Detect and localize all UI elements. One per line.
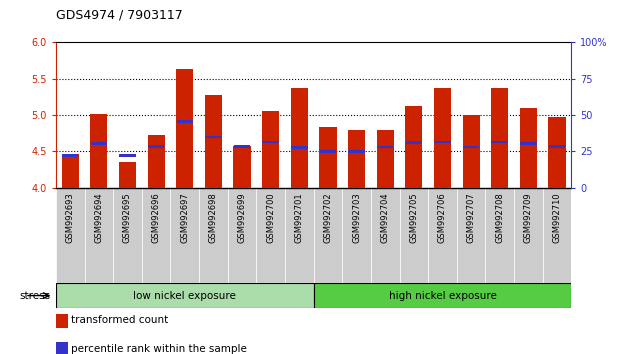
Bar — [434, 141, 451, 143]
Text: GSM992709: GSM992709 — [524, 193, 533, 243]
Bar — [371, 188, 399, 283]
Bar — [62, 154, 78, 157]
Text: GSM992697: GSM992697 — [180, 193, 189, 243]
Bar — [314, 283, 571, 308]
Text: GSM992706: GSM992706 — [438, 193, 447, 243]
Text: percentile rank within the sample: percentile rank within the sample — [71, 344, 247, 354]
Text: GSM992696: GSM992696 — [152, 193, 161, 243]
Bar — [91, 142, 107, 145]
Text: GSM992699: GSM992699 — [237, 193, 247, 243]
Bar — [399, 188, 428, 283]
Bar — [342, 188, 371, 283]
Bar — [491, 88, 509, 188]
Text: GSM992693: GSM992693 — [66, 193, 75, 243]
Bar — [176, 120, 193, 123]
Text: GSM992704: GSM992704 — [381, 193, 390, 243]
Bar — [319, 127, 337, 188]
Text: GSM992701: GSM992701 — [295, 193, 304, 243]
Bar — [228, 188, 256, 283]
Text: GSM992694: GSM992694 — [94, 193, 103, 243]
Text: GSM992695: GSM992695 — [123, 193, 132, 243]
Bar — [148, 135, 165, 188]
Text: high nickel exposure: high nickel exposure — [389, 291, 496, 301]
Text: GSM992707: GSM992707 — [466, 193, 476, 243]
Bar — [549, 145, 565, 148]
Bar — [314, 188, 342, 283]
Text: GSM992702: GSM992702 — [324, 193, 332, 243]
Bar — [263, 141, 279, 143]
Text: GDS4974 / 7903117: GDS4974 / 7903117 — [56, 8, 183, 21]
Bar — [113, 188, 142, 283]
Text: GSM992700: GSM992700 — [266, 193, 275, 243]
Text: stress: stress — [20, 291, 51, 301]
Bar — [142, 188, 170, 283]
Text: GSM992698: GSM992698 — [209, 193, 218, 243]
Bar — [463, 146, 479, 148]
Bar — [463, 115, 479, 188]
Bar — [84, 188, 113, 283]
Bar — [285, 188, 314, 283]
Bar — [291, 88, 308, 188]
Bar — [320, 150, 336, 153]
Text: GSM992705: GSM992705 — [409, 193, 419, 243]
Bar — [56, 342, 68, 354]
Bar — [406, 141, 422, 144]
Bar — [520, 142, 537, 145]
Bar — [434, 88, 451, 188]
Bar — [376, 130, 394, 188]
Bar — [262, 111, 279, 188]
Text: transformed count: transformed count — [71, 315, 169, 325]
Bar — [56, 314, 68, 328]
Bar — [486, 188, 514, 283]
Bar — [543, 188, 571, 283]
Text: GSM992708: GSM992708 — [495, 193, 504, 243]
Bar — [348, 150, 365, 153]
Text: GSM992710: GSM992710 — [553, 193, 561, 243]
Bar — [457, 188, 486, 283]
Bar — [176, 69, 193, 188]
Bar — [119, 162, 136, 188]
Bar — [56, 283, 314, 308]
Bar — [428, 188, 457, 283]
Bar — [406, 105, 422, 188]
Bar — [520, 108, 537, 188]
Bar — [233, 145, 250, 148]
Bar — [199, 188, 228, 283]
Bar — [514, 188, 543, 283]
Bar — [377, 146, 394, 148]
Bar — [170, 188, 199, 283]
Bar — [148, 145, 165, 148]
Bar — [348, 130, 365, 188]
Bar — [90, 114, 107, 188]
Bar — [256, 188, 285, 283]
Bar — [233, 145, 251, 188]
Bar — [205, 96, 222, 188]
Bar — [61, 154, 79, 188]
Bar — [205, 136, 222, 138]
Text: low nickel exposure: low nickel exposure — [134, 291, 236, 301]
Text: GSM992703: GSM992703 — [352, 193, 361, 243]
Bar — [119, 154, 136, 157]
Bar — [291, 147, 307, 149]
Bar — [491, 141, 508, 143]
Bar — [56, 188, 84, 283]
Bar — [548, 117, 566, 188]
